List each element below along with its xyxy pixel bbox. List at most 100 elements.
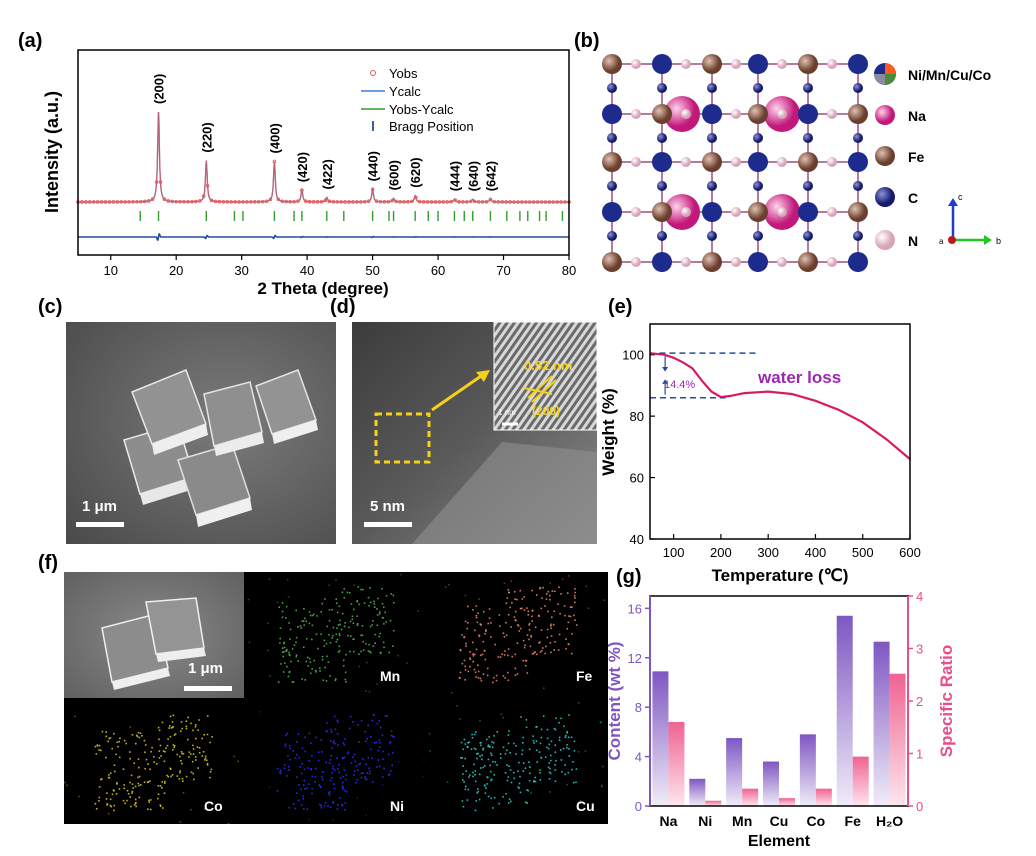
eds-signal-dot xyxy=(330,777,333,779)
eds-signal-dot xyxy=(540,607,543,610)
eds-signal-dot xyxy=(100,778,102,781)
eds-signal-dot xyxy=(302,798,304,800)
n-atom xyxy=(827,109,837,119)
eds-signal-dot xyxy=(279,637,281,640)
eds-signal-dot xyxy=(111,747,113,750)
eds-signal-dot xyxy=(529,766,531,768)
eds-signal-dot xyxy=(196,746,199,748)
eds-signal-dot xyxy=(117,745,119,748)
eds-signal-dot xyxy=(137,776,139,779)
eds-signal-dot xyxy=(389,619,392,622)
xrd-yobs-point xyxy=(465,200,469,204)
eds-signal-dot xyxy=(566,732,569,734)
eds-signal-dot xyxy=(314,767,317,770)
eds-signal-dot xyxy=(366,661,368,664)
eds-signal-dot xyxy=(279,627,282,629)
c-atom xyxy=(707,181,717,191)
sem-image: 1 μm xyxy=(66,322,336,544)
eds-signal-dot xyxy=(550,625,552,627)
eds-signal-dot xyxy=(392,629,395,632)
fe-atom xyxy=(702,152,722,172)
tga-xtick-label: 200 xyxy=(710,545,732,560)
xrd-yobs-point xyxy=(276,197,281,202)
eds-signal-dot xyxy=(295,641,297,644)
eds-signal-dot xyxy=(339,623,341,626)
eds-signal-dot xyxy=(173,745,176,747)
eds-signal-dot xyxy=(363,602,366,604)
eds-signal-dot xyxy=(354,770,356,772)
eds-signal-dot xyxy=(345,790,348,793)
tga-ytick-label: 60 xyxy=(630,471,644,486)
eds-signal-dot xyxy=(422,775,425,778)
xrd-yobs-point xyxy=(186,199,190,204)
eds-signal-dot xyxy=(113,804,116,807)
eds-signal-dot xyxy=(287,675,290,678)
eds-signal-dot xyxy=(507,654,509,657)
eds-signal-dot xyxy=(338,645,341,648)
eds-signal-dot xyxy=(554,769,557,771)
eds-signal-dot xyxy=(113,764,116,766)
tm-atom xyxy=(702,104,722,124)
eds-signal-dot xyxy=(357,586,360,588)
eds-signal-dot xyxy=(133,762,136,764)
eds-signal-dot xyxy=(328,793,331,796)
eds-signal-dot xyxy=(286,578,289,581)
eds-signal-dot xyxy=(304,617,306,620)
eds-signal-dot xyxy=(119,737,121,740)
tem-arrow xyxy=(431,372,485,412)
eds-signal-dot xyxy=(281,610,284,613)
eds-signal-dot xyxy=(385,595,388,597)
eds-signal-dot xyxy=(540,736,543,739)
eds-signal-dot xyxy=(206,715,209,717)
axes-indicator-icon xyxy=(948,198,992,245)
eds-signal-dot xyxy=(337,721,339,723)
eds-signal-dot xyxy=(151,746,153,749)
eds-signal-dot xyxy=(336,733,339,735)
eds-signal-dot xyxy=(522,659,524,662)
eds-signal-dot xyxy=(553,610,556,612)
eds-signal-dot xyxy=(349,635,352,637)
comp-category-label: Co xyxy=(807,813,826,829)
eds-signal-dot xyxy=(539,586,542,589)
eds-signal-dot xyxy=(481,754,483,757)
eds-signal-dot xyxy=(474,629,476,632)
n-atom xyxy=(681,157,691,167)
eds-signal-dot xyxy=(129,757,131,760)
tga-arrowhead-down xyxy=(662,367,669,372)
tga-ylabel: Weight (%) xyxy=(599,388,618,476)
xrd-yobs-point xyxy=(410,199,414,204)
eds-signal-dot xyxy=(194,756,197,758)
eds-signal-dot xyxy=(514,598,516,600)
xrd-yobs-point xyxy=(355,200,359,204)
eds-signal-dot xyxy=(480,654,482,657)
comp-right-tick-label: 3 xyxy=(916,642,923,657)
eds-signal-dot xyxy=(378,746,381,748)
xrd-yobs-point xyxy=(535,200,540,204)
eds-signal-dot xyxy=(388,651,391,654)
eds-signal-dot xyxy=(472,660,474,663)
eds-signal-dot xyxy=(122,799,125,802)
eds-signal-dot xyxy=(487,745,489,748)
eds-signal-dot xyxy=(109,737,112,739)
eds-signal-dot xyxy=(602,765,604,768)
eds-signal-dot xyxy=(558,739,561,741)
eds-signal-dot xyxy=(482,747,485,750)
eds-signal-dot xyxy=(510,781,513,784)
xrd-yobs-point xyxy=(197,199,202,203)
eds-signal-dot xyxy=(489,764,491,767)
eds-signal-dot xyxy=(464,594,467,597)
eds-signal-dot xyxy=(508,798,511,800)
eds-signal-dot xyxy=(522,736,524,739)
xrd-chart: 10 20 30 40 50 60 70 80 (200) (220) (400) (420) (422… xyxy=(42,49,576,298)
eds-signal-dot xyxy=(366,772,369,774)
eds-signal-dot xyxy=(301,747,304,750)
eds-signal-dot xyxy=(248,641,251,643)
eds-signal-dot xyxy=(417,610,419,612)
eds-signal-dot xyxy=(479,623,482,626)
eds-signal-dot xyxy=(324,598,326,600)
eds-signal-dot xyxy=(557,649,560,651)
eds-signal-dot xyxy=(198,752,201,754)
c-atom xyxy=(853,181,863,191)
eds-signal-dot xyxy=(286,732,289,735)
xrd-yobs-point xyxy=(500,200,505,204)
